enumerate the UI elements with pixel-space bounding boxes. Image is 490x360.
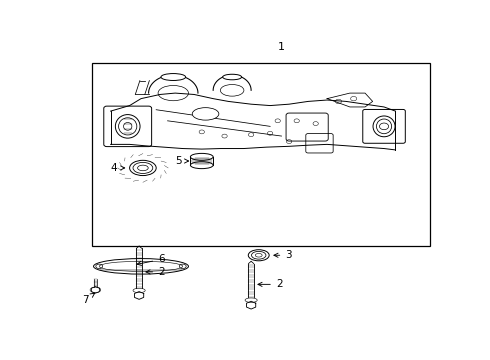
Text: 3: 3 xyxy=(274,250,292,260)
Bar xyxy=(92,63,430,246)
Text: 7: 7 xyxy=(82,293,95,305)
Text: 2: 2 xyxy=(146,267,165,277)
Ellipse shape xyxy=(94,258,189,274)
Ellipse shape xyxy=(161,73,186,81)
Text: 1: 1 xyxy=(278,41,285,51)
Text: 4: 4 xyxy=(111,163,124,173)
Ellipse shape xyxy=(192,108,219,120)
Ellipse shape xyxy=(129,160,156,176)
Ellipse shape xyxy=(190,153,213,160)
Text: 2: 2 xyxy=(258,279,282,289)
Ellipse shape xyxy=(373,116,395,137)
Ellipse shape xyxy=(190,162,213,168)
Ellipse shape xyxy=(115,114,140,138)
Ellipse shape xyxy=(222,74,242,80)
Text: 5: 5 xyxy=(175,156,189,166)
Text: 6: 6 xyxy=(137,255,165,265)
